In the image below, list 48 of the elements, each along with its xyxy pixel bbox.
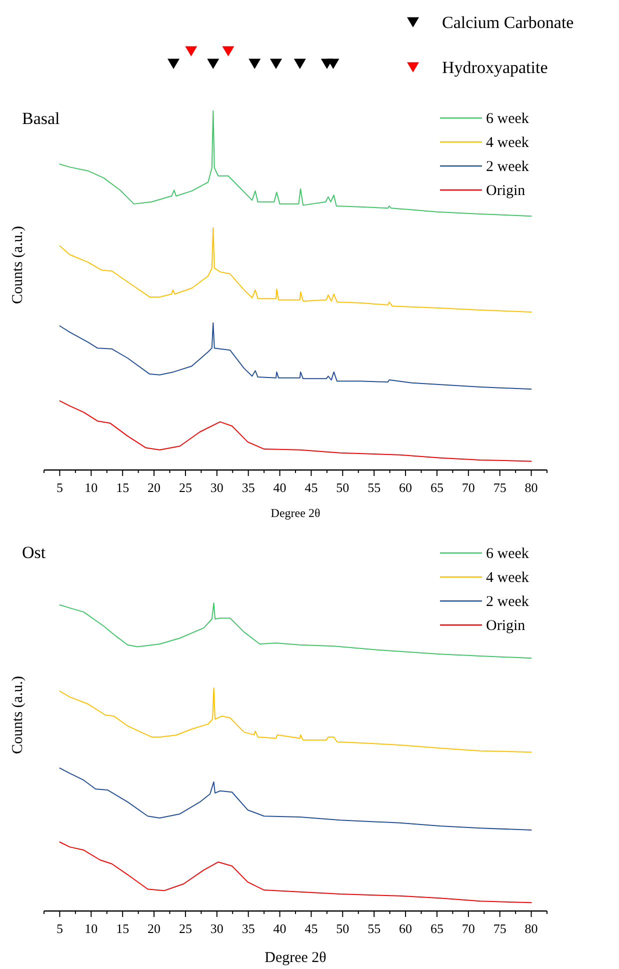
x-tick-label: 65 — [430, 480, 444, 495]
legend-label: Origin — [486, 183, 526, 199]
chart-title: Ost — [22, 543, 46, 562]
x-tick-label: 20 — [148, 921, 161, 936]
legend-label: Calcium Carbonate — [442, 13, 574, 32]
x-tick-label: 55 — [368, 921, 381, 936]
x-axis-title: Degree 2θ — [264, 950, 326, 966]
x-tick-label: 35 — [242, 921, 255, 936]
x-tick-label: 5 — [56, 480, 63, 495]
x-tick-label: 70 — [462, 480, 475, 495]
legend-label: 6 week — [486, 111, 530, 127]
x-tick-label: 20 — [148, 480, 161, 495]
x-tick-label: 35 — [242, 480, 255, 495]
x-tick-label: 45 — [304, 480, 318, 495]
x-tick-label: 30 — [210, 480, 224, 495]
x-tick-label: 80 — [524, 480, 538, 495]
y-axis-title: Counts (a.u.) — [10, 676, 26, 754]
x-tick-label: 40 — [273, 921, 286, 936]
x-tick-label: 50 — [336, 480, 350, 495]
x-tick-label: 15 — [116, 921, 130, 936]
x-tick-label: 5 — [56, 921, 63, 936]
x-tick-label: 70 — [462, 921, 475, 936]
x-tick-label: 15 — [116, 480, 130, 495]
legend-label: Origin — [486, 618, 526, 634]
y-axis-title: Counts (a.u.) — [10, 226, 26, 304]
legend-label: Hydroxyapatite — [442, 58, 548, 77]
x-axis-title: Degree 2θ — [270, 506, 320, 520]
x-tick-label: 25 — [178, 921, 192, 936]
x-tick-label: 25 — [178, 480, 192, 495]
x-tick-label: 75 — [493, 921, 506, 936]
x-tick-label: 30 — [210, 921, 224, 936]
x-tick-label: 60 — [399, 480, 412, 495]
x-tick-label: 10 — [84, 480, 98, 495]
x-tick-label: 55 — [368, 480, 381, 495]
legend-label: 4 week — [486, 135, 530, 151]
legend-label: 4 week — [486, 570, 530, 586]
x-tick-label: 40 — [273, 480, 286, 495]
x-tick-label: 75 — [493, 480, 506, 495]
legend-label: 6 week — [486, 546, 530, 562]
legend-label: 2 week — [486, 594, 530, 610]
text: Basal — [22, 109, 60, 128]
x-tick-label: 45 — [304, 921, 318, 936]
x-tick-label: 10 — [84, 921, 98, 936]
x-tick-label: 65 — [430, 921, 444, 936]
x-tick-label: 60 — [399, 921, 412, 936]
x-tick-label: 80 — [524, 921, 538, 936]
x-tick-label: 50 — [336, 921, 350, 936]
legend-label: 2 week — [486, 159, 530, 175]
